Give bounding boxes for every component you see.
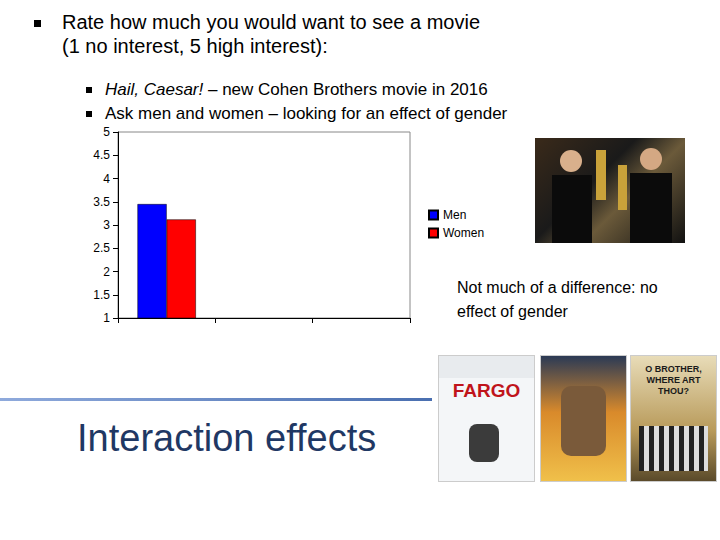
svg-text:Women: Women [443, 226, 484, 240]
svg-text:4.5: 4.5 [93, 148, 110, 162]
svg-text:1.5: 1.5 [93, 288, 110, 302]
html-text:Ask men and women – looking fo: Ask men and women – looking for an effec… [105, 104, 508, 123]
svg-text:1: 1 [103, 311, 110, 325]
html-text:Not much of a difference: no e: Not much of a difference: no effect of g… [457, 279, 658, 320]
svg-text:3.5: 3.5 [93, 195, 110, 209]
svg-text:5: 5 [103, 125, 110, 139]
svg-text:3: 3 [103, 218, 110, 232]
svg-text:Men: Men [443, 208, 466, 222]
html-text:FARGO: FARGO [452, 380, 521, 401]
html-text:O BROTHER, WHERE ART THOU?: O BROTHER, WHERE ART THOU? [645, 364, 702, 396]
svg-text:2: 2 [103, 265, 110, 279]
svg-text:2.5: 2.5 [93, 241, 110, 255]
html-text:Hail, Caesar! – new Cohen Brot: Hail, Caesar! – new Cohen Brothers movie… [105, 80, 488, 99]
svg-text:4: 4 [103, 172, 110, 186]
html-text:Rate how much you would want t: Rate how much you would want to see a mo… [62, 11, 480, 57]
html-text:Interaction effects: Interaction effects [77, 417, 377, 459]
